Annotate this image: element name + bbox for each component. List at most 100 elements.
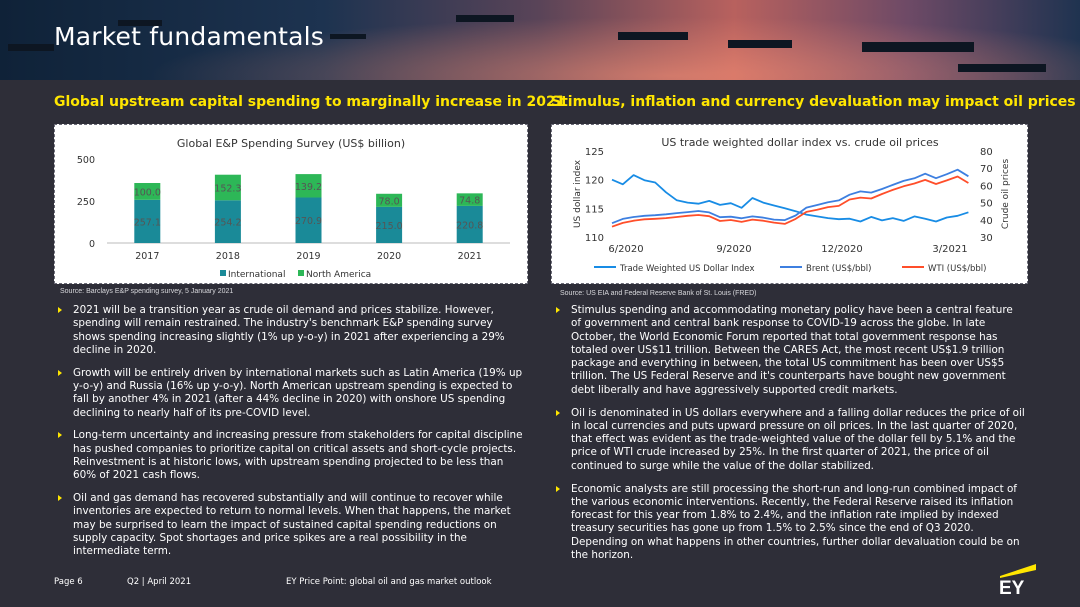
left-bullet-list: 2021 will be a transition year as crude …	[58, 304, 526, 568]
y-tick-label: 115	[585, 204, 604, 215]
x-tick-label: 2020	[377, 251, 401, 262]
series-line	[611, 175, 969, 228]
legend-label: Trade Weighted US Dollar Index	[619, 264, 755, 274]
bullet-text: Oil is denominated in US dollars everywh…	[571, 406, 1025, 472]
ey-logo-beam	[1000, 564, 1036, 578]
ey-logo-text: EY	[999, 578, 1025, 596]
ship-silhouette	[330, 34, 366, 39]
ship-silhouette	[862, 42, 974, 52]
bar-value-label: 139.2	[295, 182, 322, 193]
right-section-heading: Stimulus, inflation and currency devalua…	[551, 94, 1076, 110]
bullet-item: 2021 will be a transition year as crude …	[58, 304, 526, 357]
x-tick-label: 2021	[458, 251, 482, 262]
bullet-arrow-icon	[58, 369, 62, 376]
y2-tick-label: 80	[980, 147, 993, 158]
bullet-text: Economic analysts are still processing t…	[571, 482, 1020, 562]
page-title: Market fundamentals	[54, 22, 325, 51]
header-sunset-glow	[0, 0, 1080, 80]
bullet-item: Long-term uncertainty and increasing pre…	[58, 429, 526, 482]
bar-value-label: 74.8	[459, 196, 480, 207]
chart-title: Global E&P Spending Survey (US$ billion)	[177, 137, 405, 150]
y2-tick-label: 50	[980, 199, 993, 210]
bar-value-label: 254.2	[214, 218, 241, 229]
dollar-oil-chart-panel: US trade weighted dollar index vs. crude…	[551, 124, 1028, 284]
y-tick-label: 125	[585, 147, 604, 158]
x-tick-label: 12/2020	[821, 244, 863, 255]
bullet-text: Long-term uncertainty and increasing pre…	[73, 429, 523, 482]
bullet-item: Economic analysts are still processing t…	[556, 483, 1026, 563]
bar-value-label: 152.3	[214, 184, 241, 195]
right-bullet-list: Stimulus spending and accommodating mone…	[556, 304, 1026, 572]
ey-logo-icon: EY	[999, 564, 1036, 596]
left-section-heading: Global upstream capital spending to marg…	[54, 94, 566, 110]
bullet-arrow-icon	[58, 495, 62, 502]
bar-segment	[134, 183, 161, 200]
x-tick-label: 2019	[296, 251, 320, 262]
legend-label: International	[228, 270, 285, 280]
bullet-arrow-icon	[58, 307, 62, 313]
left-chart-source: Source: Barclays E&P spending survey, 5 …	[60, 288, 234, 295]
ship-silhouette	[118, 20, 162, 26]
bullet-arrow-icon	[556, 307, 560, 313]
bar-value-label: 100.0	[134, 187, 161, 198]
x-tick-label: 9/2020	[716, 244, 751, 255]
footer-date: Q2 | April 2021	[127, 577, 192, 587]
series-line	[611, 174, 969, 223]
bar-value-label: 257.1	[134, 217, 161, 228]
bar-value-label: 270.9	[295, 216, 322, 227]
bullet-arrow-icon	[556, 485, 560, 492]
bullet-text: 2021 will be a transition year as crude …	[73, 304, 505, 356]
x-tick-label: 2018	[216, 251, 240, 262]
y-axis-label: US dollar index	[573, 159, 583, 228]
ship-silhouette	[618, 32, 688, 40]
x-tick-label: 2017	[135, 251, 159, 262]
footer-publication: EY Price Point: global oil and gas marke…	[286, 577, 492, 587]
ship-silhouette	[8, 44, 54, 51]
y2-axis-label: Crude oil prices	[1001, 159, 1011, 230]
spending-bar-chart: Global E&P Spending Survey (US$ billion)…	[77, 137, 510, 280]
legend-swatch	[298, 270, 304, 276]
x-tick-label: 3/2021	[932, 244, 967, 255]
legend-label: Brent (US$/bbl)	[806, 264, 871, 274]
y2-tick-label: 40	[980, 216, 993, 227]
y-tick-label: 500	[77, 155, 95, 166]
legend-label: WTI (US$/bbl)	[928, 264, 986, 274]
footer-page-number: Page 6	[54, 577, 83, 587]
bullet-item: Stimulus spending and accommodating mone…	[556, 304, 1026, 397]
y-tick-label: 110	[585, 233, 604, 244]
header-banner: Market fundamentals	[0, 0, 1080, 80]
ship-silhouette	[728, 40, 792, 48]
bullet-text: Stimulus spending and accommodating mone…	[571, 304, 1013, 396]
y-tick-label: 120	[585, 176, 604, 187]
ship-silhouette	[456, 15, 514, 22]
bar-value-label: 215.0	[375, 221, 402, 232]
bar-segment	[295, 174, 322, 198]
legend-swatch	[220, 270, 226, 276]
bullet-arrow-icon	[58, 432, 62, 439]
dollar-oil-line-chart: US trade weighted dollar index vs. crude…	[573, 136, 1011, 274]
ship-silhouette	[958, 64, 1046, 72]
y2-tick-label: 60	[980, 181, 993, 192]
bar-segment	[134, 199, 161, 243]
bar-segment	[376, 206, 403, 243]
y-tick-label: 0	[89, 239, 95, 250]
spending-chart-panel: Global E&P Spending Survey (US$ billion)…	[54, 124, 528, 284]
bar-value-label: 220.8	[456, 220, 483, 231]
bar-segment	[295, 197, 322, 243]
y-tick-label: 250	[77, 197, 95, 208]
bullet-item: Growth will be entirely driven by intern…	[58, 367, 526, 420]
bar-segment	[456, 193, 483, 206]
x-tick-label: 6/2020	[608, 244, 643, 255]
bar-segment	[376, 193, 403, 207]
right-chart-source: Source: US EIA and Federal Reserve Bank …	[560, 290, 757, 297]
bar-value-label: 78.0	[379, 196, 400, 207]
chart-title: US trade weighted dollar index vs. crude…	[661, 136, 939, 149]
y2-tick-label: 30	[980, 233, 993, 244]
bar-segment	[456, 205, 483, 243]
bullet-text: Oil and gas demand has recovered substan…	[73, 492, 511, 558]
bullet-item: Oil and gas demand has recovered substan…	[58, 492, 526, 558]
bar-segment	[214, 174, 241, 201]
y2-tick-label: 70	[980, 164, 993, 175]
bar-segment	[214, 200, 241, 243]
bullet-item: Oil is denominated in US dollars everywh…	[556, 407, 1026, 473]
